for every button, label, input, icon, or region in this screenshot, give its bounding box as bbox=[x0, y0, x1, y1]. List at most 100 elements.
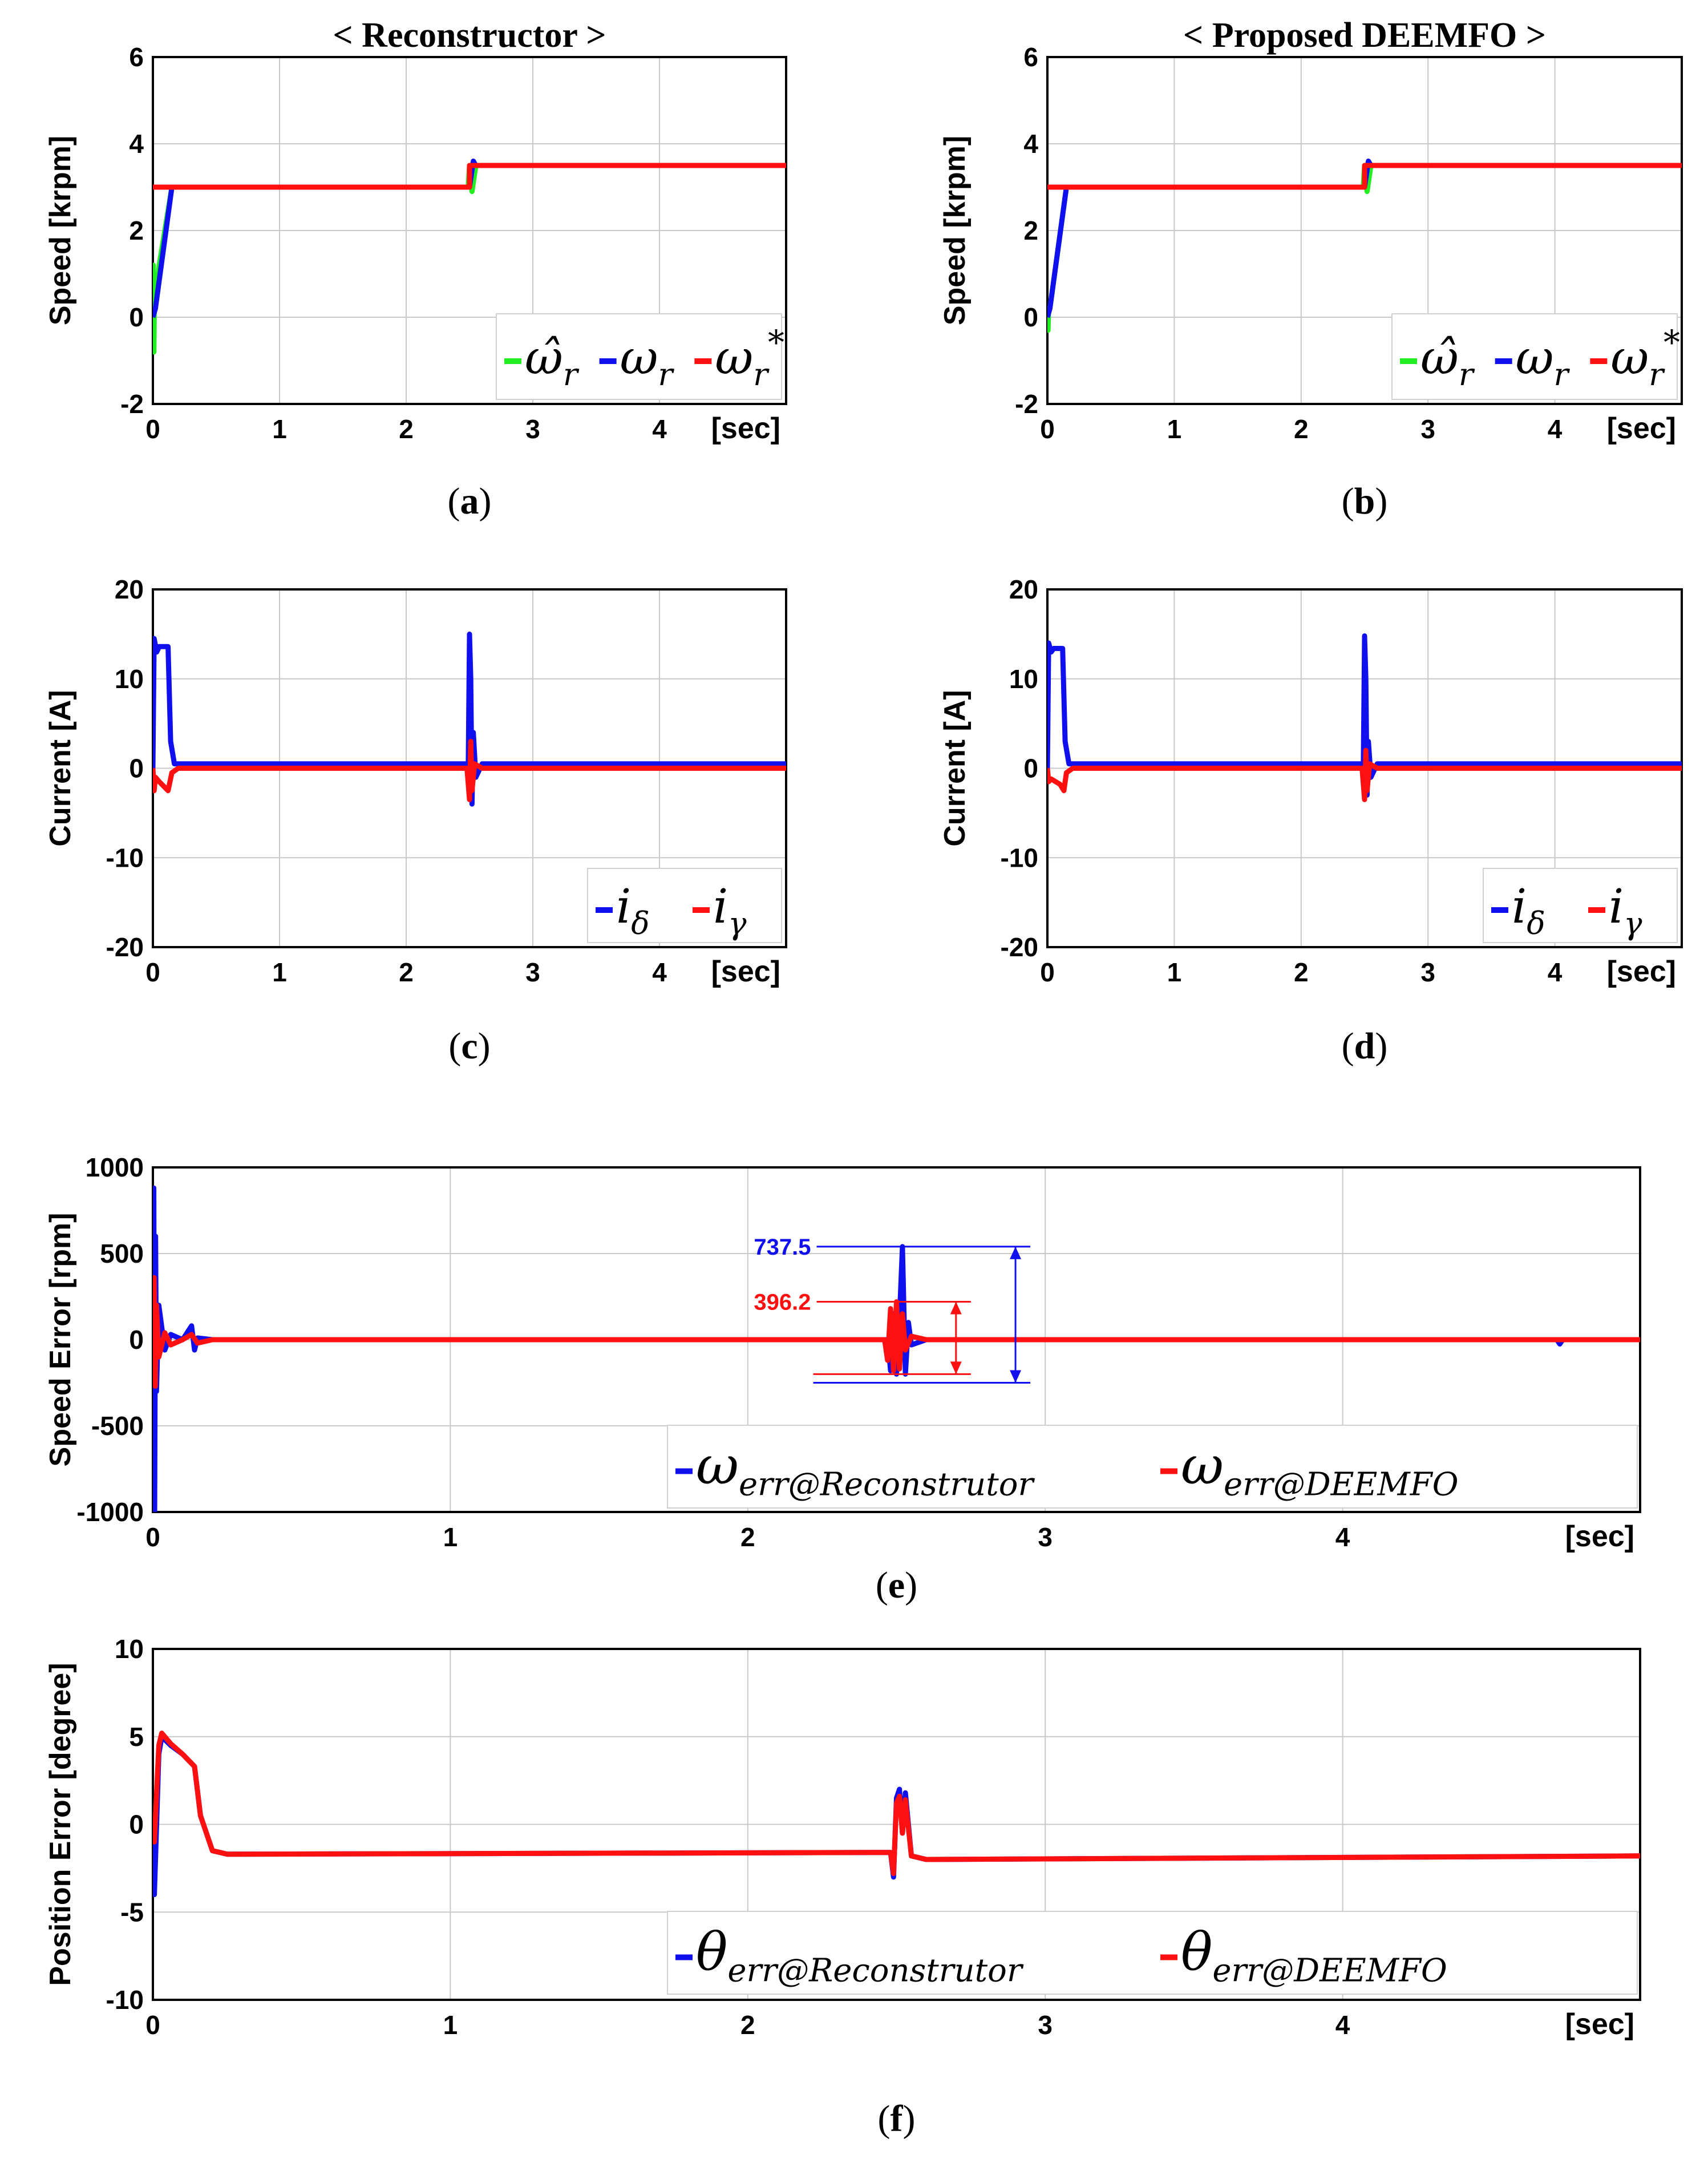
x-tick-label: 2 bbox=[1294, 957, 1309, 987]
series-line-red bbox=[1047, 163, 1682, 190]
x-tick-label: 1 bbox=[443, 1522, 458, 1552]
legend-entry: iδ bbox=[616, 880, 650, 941]
panel-e: 0 1 2 3 4 -1000 -500 0 500 1000 [sec] Speed Error [… bbox=[44, 1153, 1641, 1606]
series-group bbox=[153, 631, 786, 807]
series-line-red bbox=[153, 163, 786, 190]
x-tick-label: 4 bbox=[1548, 414, 1563, 444]
x-tick-label: 0 bbox=[145, 2010, 160, 2040]
y-tick-label: -2 bbox=[1015, 389, 1038, 419]
x-tick-label: 2 bbox=[740, 1522, 755, 1552]
panel-caption: (d) bbox=[1342, 1025, 1388, 1067]
plot-border bbox=[1046, 56, 1683, 405]
panel-title: < Reconstructor > bbox=[333, 16, 606, 55]
panel-caption: (b) bbox=[1342, 480, 1388, 522]
series-line-red bbox=[153, 739, 786, 802]
x-unit-label: [sec] bbox=[1565, 1520, 1634, 1553]
y-tick-label: 20 bbox=[115, 575, 144, 604]
annotation-label: 396.2 bbox=[754, 1290, 811, 1315]
x-tick-label: 2 bbox=[1294, 414, 1309, 444]
y-tick-label: 0 bbox=[129, 302, 144, 332]
x-tick-label: 0 bbox=[1040, 957, 1055, 987]
series-line-red bbox=[153, 1731, 1640, 1877]
panel-caption: (a) bbox=[448, 480, 492, 522]
legend-box bbox=[667, 1911, 1638, 1995]
arrow-head bbox=[950, 1361, 962, 1374]
y-axis-label: Current [A] bbox=[938, 690, 972, 846]
x-tick-label: 1 bbox=[272, 414, 287, 444]
x-tick-label: 3 bbox=[1038, 1522, 1053, 1552]
series-group bbox=[153, 1731, 1640, 1897]
x-tick-label: 4 bbox=[1335, 1522, 1350, 1552]
legend-entry: ω̂r bbox=[525, 331, 580, 393]
x-tick-label: 0 bbox=[145, 414, 160, 444]
panel-caption: (e) bbox=[876, 1564, 917, 1606]
legend-entry: ωr bbox=[620, 331, 675, 393]
panel-title: < Proposed DEEMFO > bbox=[1183, 16, 1546, 55]
y-tick-label: 4 bbox=[1023, 129, 1038, 159]
y-tick-label: 0 bbox=[1023, 754, 1038, 783]
y-tick-label: -10 bbox=[106, 843, 144, 872]
x-tick-label: 4 bbox=[652, 957, 667, 987]
y-axis-label: Speed [krpm] bbox=[44, 136, 77, 325]
y-tick-label: 2 bbox=[1023, 216, 1038, 245]
series-line-blue bbox=[1047, 633, 1682, 798]
y-tick-label: 6 bbox=[129, 42, 144, 72]
x-tick-label: 3 bbox=[525, 957, 540, 987]
x-tick-label: 0 bbox=[145, 957, 160, 987]
x-unit-label: [sec] bbox=[711, 412, 780, 445]
y-tick-label: 10 bbox=[115, 664, 144, 694]
y-tick-label: 0 bbox=[1023, 302, 1038, 332]
panel-caption: (f) bbox=[878, 2098, 916, 2140]
x-tick-label: 2 bbox=[740, 2010, 755, 2040]
y-tick-label: 10 bbox=[115, 1634, 144, 1664]
legend-entry: ωr bbox=[1516, 331, 1571, 393]
x-tick-label: 3 bbox=[1420, 957, 1435, 987]
legend-box bbox=[667, 1425, 1638, 1509]
y-tick-label: 6 bbox=[1023, 42, 1038, 72]
series-group bbox=[1047, 633, 1682, 802]
y-axis-label: Speed [krpm] bbox=[938, 136, 972, 325]
series-group bbox=[1047, 158, 1682, 333]
x-unit-label: [sec] bbox=[711, 955, 780, 988]
plot-border bbox=[152, 56, 787, 405]
legend-entry: θerr@DEEMFO bbox=[1181, 1922, 1447, 1990]
series-line-red bbox=[153, 1275, 1640, 1389]
legend-box bbox=[496, 313, 782, 400]
x-tick-label: 4 bbox=[1335, 2010, 1350, 2040]
x-tick-label: 3 bbox=[525, 414, 540, 444]
y-tick-label: -10 bbox=[106, 1985, 144, 2015]
y-tick-label: -10 bbox=[1001, 843, 1038, 872]
x-unit-label: [sec] bbox=[1607, 412, 1676, 445]
x-tick-label: 1 bbox=[1167, 414, 1182, 444]
y-tick-label: 0 bbox=[129, 1325, 144, 1355]
legend-entry: iδ bbox=[1512, 880, 1545, 941]
y-axis-label: Position Error [degree] bbox=[44, 1663, 77, 1986]
y-tick-label: -2 bbox=[120, 389, 144, 419]
legend-box bbox=[1391, 313, 1678, 400]
x-tick-label: 3 bbox=[1038, 2010, 1053, 2040]
y-tick-label: -5 bbox=[120, 1897, 144, 1927]
y-tick-label: -1000 bbox=[76, 1497, 144, 1527]
x-unit-label: [sec] bbox=[1565, 2008, 1634, 2041]
legend-entry: ω̂r bbox=[1420, 331, 1475, 393]
y-tick-label: 10 bbox=[1009, 664, 1038, 694]
arrow-head bbox=[950, 1301, 962, 1315]
x-tick-label: 2 bbox=[399, 414, 414, 444]
x-tick-label: 2 bbox=[399, 957, 414, 987]
x-tick-label: 0 bbox=[145, 1522, 160, 1552]
legend-entry: ωerr@DEEMFO bbox=[1181, 1436, 1458, 1503]
y-tick-label: -20 bbox=[1001, 932, 1038, 962]
arrow-head bbox=[1010, 1246, 1022, 1259]
x-tick-label: 1 bbox=[443, 2010, 458, 2040]
x-tick-label: 4 bbox=[652, 414, 667, 444]
x-tick-label: 0 bbox=[1040, 414, 1055, 444]
y-tick-label: 4 bbox=[129, 129, 144, 159]
y-tick-label: 0 bbox=[129, 1810, 144, 1839]
series-group bbox=[153, 1185, 1640, 1512]
series-line-blue bbox=[153, 631, 786, 807]
x-tick-label: 1 bbox=[272, 957, 287, 987]
y-tick-label: 2 bbox=[129, 216, 144, 245]
